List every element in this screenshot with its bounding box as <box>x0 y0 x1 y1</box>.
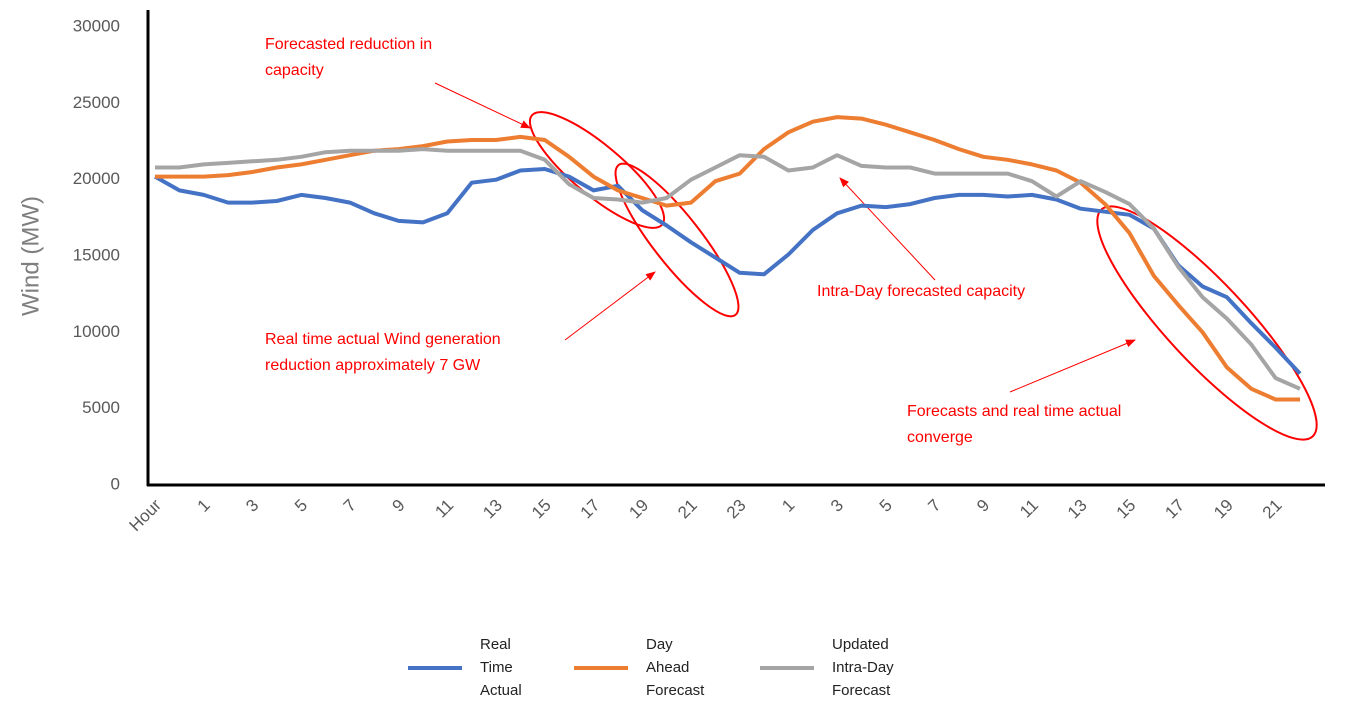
arrow <box>564 271 656 341</box>
y-tick-label: 15000 <box>73 245 120 264</box>
series-line <box>155 147 1301 391</box>
highlight-ellipse <box>614 162 740 318</box>
x-tick-label: 7 <box>340 496 360 516</box>
x-tick-label: 9 <box>973 496 993 516</box>
legend-label: Updated Intra-Day Forecast <box>832 636 894 699</box>
annotation-text: Forecasts and real time actual <box>907 403 1121 420</box>
x-tick-label: 9 <box>388 496 408 516</box>
x-tick-label: 13 <box>1064 496 1091 523</box>
arrow <box>434 82 531 129</box>
series-line <box>154 167 1302 375</box>
y-tick-label: 25000 <box>73 93 120 112</box>
annotation-arrows <box>434 82 1136 393</box>
x-tick-label: 17 <box>577 496 604 523</box>
annotation-text: Forecasted reduction in <box>265 36 432 53</box>
annotation-text: reduction approximately 7 GW <box>265 357 481 374</box>
annotation-text: capacity <box>265 62 324 79</box>
x-tick-label: 15 <box>1113 496 1140 523</box>
x-tick-label: 13 <box>479 496 506 523</box>
x-tick-label: 17 <box>1161 496 1188 523</box>
y-tick-label: 30000 <box>73 16 120 35</box>
arrow <box>1009 339 1136 393</box>
x-tick-label: 3 <box>827 496 847 516</box>
x-tick-label: 15 <box>528 496 555 523</box>
y-tick-label: 10000 <box>73 322 120 341</box>
x-tick-label: 5 <box>291 496 311 516</box>
x-tick-label: Hour <box>126 495 166 535</box>
x-tick-label: 3 <box>242 496 262 516</box>
x-tick-label: 11 <box>431 496 457 522</box>
x-tick-label: 19 <box>1210 496 1237 523</box>
x-tick-label: 5 <box>876 496 896 516</box>
x-tick-label: 11 <box>1016 496 1042 522</box>
x-tick-label: 21 <box>1259 496 1286 523</box>
x-tick-label: 23 <box>723 496 750 523</box>
legend-label: Day Ahead Forecast <box>646 636 705 699</box>
legend-label: Real Time Actual <box>480 636 522 699</box>
x-tick-label: 7 <box>924 496 944 516</box>
x-tick-label: 21 <box>674 496 701 523</box>
y-axis-label: Wind (MW) <box>17 196 44 316</box>
x-tick-label: 1 <box>778 496 798 516</box>
y-tick-label: 20000 <box>73 169 120 188</box>
arrow <box>839 177 936 281</box>
annotation-text: Intra-Day forecasted capacity <box>817 283 1025 300</box>
y-tick-label: 5000 <box>82 398 120 417</box>
series-line <box>155 115 1300 402</box>
x-tick-label: 1 <box>194 496 214 516</box>
y-tick-label: 0 <box>111 474 120 493</box>
annotation-text: Real time actual Wind generation <box>265 331 501 348</box>
annotation-text: converge <box>907 429 973 446</box>
highlight-ellipse <box>1096 205 1318 441</box>
x-tick-label: 19 <box>625 496 652 523</box>
